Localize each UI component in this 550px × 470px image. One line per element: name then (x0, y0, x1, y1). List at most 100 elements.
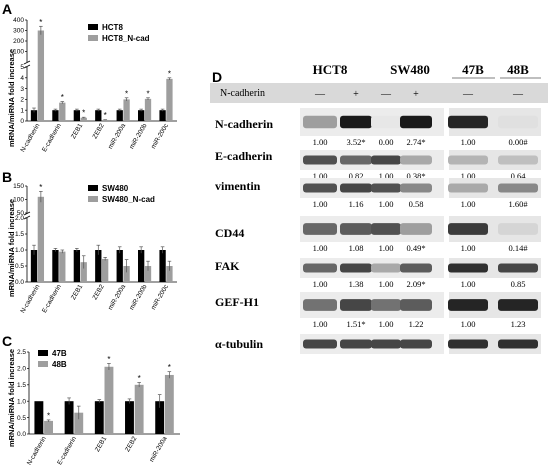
blot-band (400, 115, 432, 129)
blot-band (400, 299, 432, 311)
chart-panel-c: 0.0 0.5 1.0 1.5 2.0 2.5 * N-cadherin E-cadherin *… (17, 349, 180, 467)
chart-b-bar (95, 250, 102, 282)
blot-quant-value: 1.00 (379, 319, 394, 329)
chart-c-bar (104, 366, 114, 434)
chart-b-bar (123, 266, 130, 282)
chart-c-bar (94, 401, 104, 434)
chart-b-bar (52, 250, 59, 282)
chart-a-bar (116, 110, 123, 121)
chart-b-y-tick-label: 1.5 (15, 231, 24, 238)
chart-b-axis-break-mark (23, 215, 31, 220)
chart-b-y-tick-label: 50 (17, 210, 25, 217)
chart-a-legend-label: HCT8_N-cad (102, 34, 150, 43)
blot-band (498, 339, 538, 349)
chart-a-bar (102, 119, 109, 121)
blot-band (371, 223, 401, 235)
chart-a-significance-star: * (61, 93, 64, 102)
chart-a-significance-star: * (125, 89, 128, 98)
blot-quant-value: 1.00 (313, 243, 328, 253)
chart-c-bar (44, 420, 53, 434)
chart-a-y-tick-label: 2 (20, 97, 24, 104)
chart-c-y-tick-label: 1.5 (17, 382, 26, 389)
chart-b-y-tick-label: 1.0 (15, 247, 24, 254)
blot-membrane (449, 178, 541, 198)
chart-b-legend-label: SW480 (102, 184, 129, 193)
chart-a-category-label: miR-200a (107, 122, 127, 150)
chart-c-legend-swatch (38, 361, 48, 367)
chart-b-legend-swatch (88, 185, 98, 191)
chart-b-category-label: miR-200a (107, 283, 127, 311)
chart-a-y-tick-label: 5 (20, 64, 24, 71)
blot-membrane (449, 334, 541, 354)
blot-row-label: CD44 (215, 226, 244, 240)
chart-b-category-label: ZEB1 (70, 283, 84, 301)
blot-quant-value: 1.60# (508, 199, 528, 209)
chart-a-category-label: miR-200c (150, 122, 170, 150)
chart-a-y-tick-label: 0 (20, 118, 24, 125)
blot-band (448, 299, 488, 311)
blot-quant-value: 1.16 (349, 199, 364, 209)
blot-band (448, 263, 488, 273)
blot-quant-value: 1.00 (379, 279, 394, 289)
chart-a-bar (37, 30, 45, 121)
panel-letter-b: B (2, 169, 12, 185)
panel-letter-d: D (212, 69, 222, 85)
chart-a-bar (95, 110, 102, 121)
blot-quant-value: 1.00 (313, 171, 328, 181)
lane-symbol: — (380, 89, 392, 100)
chart-a-bar (73, 110, 81, 121)
blot-band (340, 339, 372, 349)
chart-c-bar (74, 412, 84, 434)
blot-quant-value: 1.00 (379, 171, 394, 181)
lane-symbol: — (314, 89, 326, 100)
blot-row-label: α-tubulin (215, 337, 263, 351)
blot-quant-value: 0.38* (406, 171, 425, 181)
blot-band (400, 263, 432, 273)
blot-quant-value: 0.49* (406, 243, 425, 253)
panel-letter-c: C (2, 333, 12, 349)
chart-b-legend-label: SW480_N-cad (102, 195, 155, 204)
blot-band (498, 299, 538, 311)
chart-a-significance-star: * (146, 89, 149, 98)
blot-quant-value: 1.00 (313, 279, 328, 289)
chart-c-y-tick-label: 0.5 (17, 415, 26, 422)
chart-c-legend-label: 47B (52, 349, 67, 358)
chart-a-category-label: E-cadherin (41, 122, 63, 153)
chart-b-category-label: ZEB2 (92, 283, 106, 301)
chart-a-bar (166, 78, 173, 121)
blot-quant-value: 1.00 (461, 243, 476, 253)
blot-band (303, 223, 337, 235)
chart-b-bar (102, 258, 109, 282)
chart-c-category-label: E-cadherin (56, 435, 78, 466)
lane-symbol: + (413, 89, 419, 100)
blot-band (371, 183, 401, 193)
chart-b-bar (116, 250, 123, 282)
blot-row-label: vimentin (215, 179, 261, 193)
chart-b-y-tick-label: 0.0 (15, 279, 24, 286)
panel-letter-a: A (2, 1, 12, 17)
chart-a-significance-star: * (82, 109, 85, 118)
chart-b-bar (159, 250, 166, 282)
blot-quant-value: 0.58 (409, 199, 424, 209)
chart-c-category-label: N-cadherin (26, 435, 48, 466)
blot-band (303, 299, 337, 311)
chart-a-y-tick-label: 4 (20, 75, 24, 82)
blot-quant-value: 1.51* (346, 319, 365, 329)
blot-band (400, 223, 432, 235)
chart-b-y-tick-label: 100 (13, 197, 24, 204)
y-axis-label-c: mRNA/miRNA fold increase (7, 349, 16, 447)
chart-b-y-tick-label: 0.5 (15, 263, 24, 270)
blot-quant-value: 1.00 (461, 171, 476, 181)
chart-a-bar (80, 117, 87, 121)
chart-c-legend-swatch (38, 350, 48, 356)
blot-quant-value: 0.14# (508, 243, 528, 253)
group-header: SW480 (390, 62, 430, 77)
blot-row-label: FAK (215, 259, 240, 273)
chart-a-y-tick-label: 3 (20, 86, 24, 93)
chart-c-y-tick-label: 1.0 (17, 398, 26, 405)
group-header: 48B (507, 62, 529, 77)
blot-quant-value: 2.09* (406, 279, 425, 289)
blot-band (400, 339, 432, 349)
chart-b-category-label: E-cadherin (41, 283, 63, 314)
